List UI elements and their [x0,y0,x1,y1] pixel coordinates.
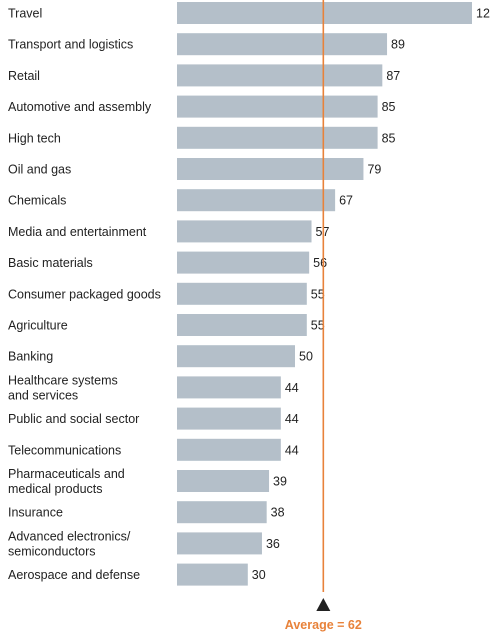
bar [177,563,248,586]
bar [177,251,310,274]
category-label: High tech [8,131,61,145]
value-label: 30 [252,568,266,582]
category-label: Pharmaceuticals and [8,467,125,481]
category-label: Agriculture [8,319,68,333]
value-label: 12 [476,7,490,21]
bar [177,345,295,368]
category-label: Advanced electronics/ [8,529,131,543]
value-label: 55 [311,287,325,301]
bar [177,2,472,24]
bar [177,33,388,56]
category-label: and services [8,388,78,402]
bar [177,189,336,212]
category-label: Automotive and assembly [8,100,152,114]
category-label: Public and social sector [8,412,139,426]
category-label: Consumer packaged goods [8,287,161,301]
category-label: Retail [8,69,40,83]
value-label: 85 [382,131,396,145]
bar [177,470,270,492]
bar [177,376,281,399]
category-label: Telecommunications [8,443,121,457]
value-label: 50 [299,350,313,364]
value-label: 85 [382,100,396,114]
category-label: Travel [8,7,42,21]
bar [177,95,378,118]
bar [177,282,307,305]
value-label: 57 [316,225,330,239]
average-marker-icon [316,598,331,611]
value-label: 44 [285,381,299,395]
bar [177,220,312,243]
category-label: Chemicals [8,194,66,208]
category-label: Aerospace and defense [8,568,140,582]
value-label: 56 [313,256,327,270]
value-label: 79 [367,163,381,177]
bar [177,532,262,555]
value-label: 36 [266,537,280,551]
category-label: Healthcare systems [8,373,118,387]
bar [177,126,378,149]
value-label: 39 [273,475,287,489]
bar [177,64,383,87]
category-label: Oil and gas [8,163,71,177]
value-label: 55 [311,319,325,333]
bar [177,438,281,461]
value-label: 38 [271,506,285,520]
category-label: Transport and logistics [8,38,133,52]
value-label: 87 [386,69,400,83]
value-label: 44 [285,412,299,426]
average-label: Average = 62 [285,618,362,632]
bar [177,407,281,430]
value-label: 67 [339,194,353,208]
category-label: Insurance [8,506,63,520]
category-label: Banking [8,350,53,364]
category-label: Basic materials [8,256,93,270]
category-label: semiconductors [8,544,96,558]
category-label: medical products [8,482,103,496]
category-label: Media and entertainment [8,225,147,239]
value-label: 89 [391,38,405,52]
bar [177,501,267,524]
value-label: 44 [285,443,299,457]
bar [177,158,364,180]
bar [177,314,307,336]
